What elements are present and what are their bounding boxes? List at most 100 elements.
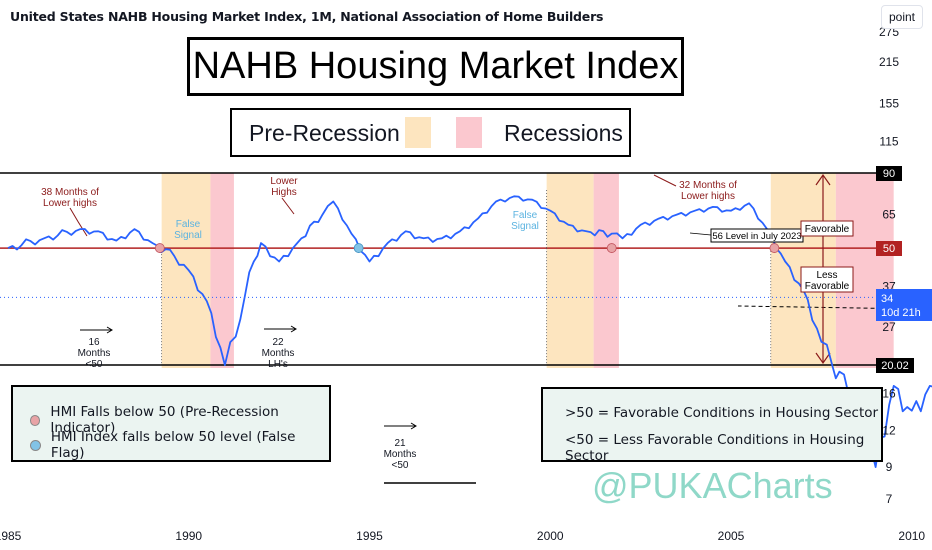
months-arrow-head (410, 422, 417, 430)
false-flag-signal-marker (353, 243, 364, 253)
price-tag-90-text: 90 (883, 168, 895, 180)
annotation-32-months-line2: Lower highs (681, 191, 735, 202)
watermark: @PUKACharts (592, 465, 833, 506)
m16-line1: 16 (88, 337, 100, 348)
pink-dot-icon (30, 414, 41, 426)
pre-recession-signal-marker (606, 243, 617, 253)
recession-band (210, 173, 234, 368)
y-tick-label: 215 (879, 55, 899, 69)
annotation-lower-highs-line2: Highs (271, 187, 297, 198)
annotation-false-signal-2: False Signal (511, 210, 539, 232)
legend-recession-swatch (456, 117, 482, 148)
signal-legend-blue-text: HMI Index falls below 50 level (False Fl… (50, 429, 296, 461)
price-series (7, 195, 932, 468)
false-signal-2-line1: False (513, 210, 538, 221)
annotation-32-months: 32 Months of Lower highs (679, 180, 737, 202)
conditions-line1: >50 = Favorable Conditions in Housing Se… (565, 405, 879, 421)
less-favorable-line2: Favorable (805, 281, 850, 292)
x-tick-label: 1985 (0, 529, 22, 543)
less-favorable-line1: Less (816, 270, 837, 281)
pre-recession-band (546, 173, 594, 368)
signal-legend-pink-text: HMI Falls below 50 (Pre-Recession Indica… (50, 404, 279, 436)
m21-line1: 21 (394, 438, 406, 449)
pre-recession-band (161, 173, 211, 368)
conditions-legend-box: >50 = Favorable Conditions in Housing Se… (541, 387, 883, 464)
arrow-38-months (69, 207, 88, 237)
annotation-graphics (69, 173, 932, 484)
blue-dot-icon (30, 439, 41, 451)
legend-recessions-label: Recessions (504, 120, 623, 146)
pre-recession-signal-marker (154, 243, 165, 253)
x-tick-label: 2000 (537, 529, 564, 543)
months-arrow-head (106, 326, 113, 334)
recession-band (593, 173, 619, 368)
signal-legend-blue-row: HMI Index falls below 50 level (False Fl… (30, 429, 329, 461)
false-signal-2-line2: Signal (511, 221, 539, 232)
conditions-line2: <50 = Less Favorable Conditions in Housi… (565, 432, 865, 464)
y-tick-label: 115 (879, 135, 898, 149)
price-tag-2002-text: 20.02 (881, 360, 909, 372)
price-tag-50: 50 (876, 241, 902, 256)
legend-pre-recession-label: Pre-Recession (249, 120, 400, 146)
top-legend: Pre-Recession Recessions (230, 108, 631, 157)
m22-line1: 22 (272, 337, 284, 348)
y-tick-label: 9 (886, 460, 893, 474)
m22-line3: LH's (268, 359, 288, 370)
signal-legend-box: HMI Falls below 50 (Pre-Recession Indica… (11, 385, 331, 462)
m16-line3: <50 (86, 359, 103, 370)
annotation-38-months-line2: Lower highs (43, 198, 97, 209)
price-tag-2002: 20.02 (876, 358, 914, 373)
annotation-lower-highs-line1: Lower (270, 176, 298, 187)
signal-legend-pink-row: HMI Falls below 50 (Pre-Recession Indica… (30, 404, 329, 436)
price-tag-countdown: 10d 21h (881, 307, 921, 319)
false-signal-1-line1: False (176, 219, 201, 230)
hmi-series-line (7, 195, 932, 468)
x-tick-label: 2005 (718, 529, 745, 543)
annotation-21-months: 21 Months <50 (384, 438, 417, 471)
legend-pre-recession-swatch (405, 117, 431, 148)
annotation-38-months-line1: 38 Months of (41, 187, 99, 198)
months-arrow-head (290, 325, 297, 333)
level-note: 56 Level in July 2023 (710, 228, 804, 243)
page-title: NAHB Housing Market Index (187, 37, 684, 96)
annotation-38-months: 38 Months of Lower highs (41, 187, 99, 209)
pre-recession-signal-marker (769, 243, 780, 253)
m22-line2: Months (262, 348, 295, 359)
arrow-32-months (653, 174, 677, 187)
price-tag-current-value: 34 (881, 293, 893, 305)
range-arrow-down-head (815, 352, 831, 365)
annotation-lower-highs: Lower Highs (270, 176, 298, 198)
x-axis: 1985199019952000200520102015202020252030 (0, 529, 925, 543)
m21-line3: <50 (392, 460, 409, 471)
range-arrow-up-head (815, 173, 831, 186)
x-tick-label: 2010 (898, 529, 925, 543)
favorable-box: Favorable (800, 220, 854, 237)
m16-line2: Months (78, 348, 111, 359)
y-tick-label: 12 (882, 423, 896, 437)
y-tick-label: 65 (882, 208, 896, 222)
shaded-periods (161, 173, 894, 368)
scale-mode-button[interactable]: point (881, 5, 923, 29)
page-title-text: NAHB Housing Market Index (192, 45, 679, 87)
y-tick-label: 155 (879, 97, 899, 111)
y-tick-label: 16 (882, 387, 896, 401)
level-note-leader (689, 232, 712, 236)
price-tag-current: 34 10d 21h (876, 289, 932, 321)
signal-markers (154, 243, 780, 253)
less-favorable-box: Less Favorable (800, 266, 854, 293)
chart-header-title: United States NAHB Housing Market Index,… (10, 9, 604, 24)
annotation-16-months: 16 Months <50 (78, 337, 111, 370)
price-tag-90: 90 (876, 166, 902, 181)
annotation-22-months: 22 Months LH's (262, 337, 295, 370)
arrow-lower-highs (281, 197, 295, 215)
annotation-false-signal-1: False Signal (174, 219, 202, 241)
x-tick-label: 1990 (175, 529, 202, 543)
annotation-32-months-line1: 32 Months of (679, 180, 737, 191)
price-tag-50-text: 50 (883, 243, 895, 255)
false-signal-1-line2: Signal (174, 230, 202, 241)
favorable-text: Favorable (805, 224, 850, 235)
reference-lines (0, 172, 876, 366)
m21-line2: Months (384, 449, 417, 460)
level-note-text: 56 Level in July 2023 (712, 231, 801, 242)
